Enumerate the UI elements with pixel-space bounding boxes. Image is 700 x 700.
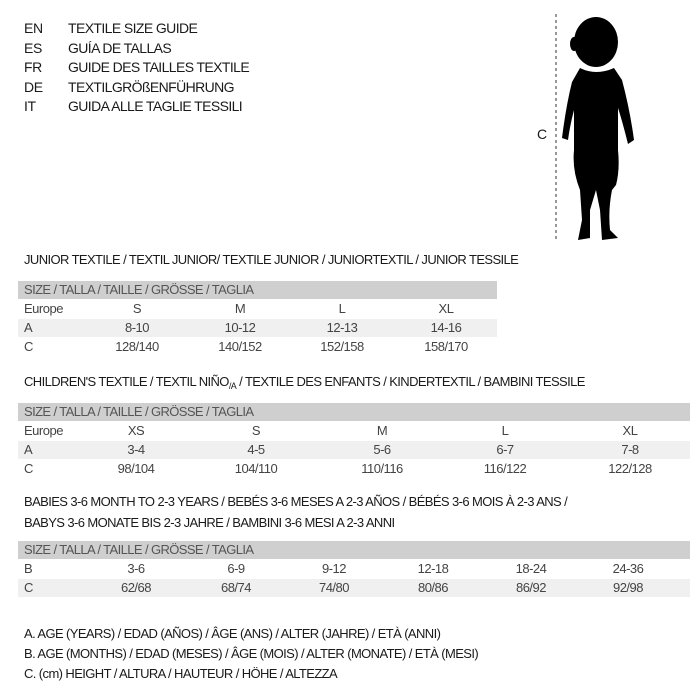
language-title: TEXTILE SIZE GUIDE xyxy=(68,20,198,36)
cell: S xyxy=(251,423,261,438)
language-title: GUÍA DE TALLAS xyxy=(68,39,172,56)
figure-height-label: C xyxy=(537,126,547,142)
table-row: C 98/104 104/110 110/116 116/122 122/128 xyxy=(18,460,690,478)
language-title: GUIDE DES TAILLES TEXTILE xyxy=(68,59,250,75)
cell: 12-18 xyxy=(417,561,449,576)
cell: 24-36 xyxy=(612,561,644,576)
cell: 10-12 xyxy=(224,320,256,335)
language-title: GUIDA ALLE TAGLIE TESSILI xyxy=(68,98,243,114)
size-header: SIZE / TALLA / TAILLE / GRÖSSE / TAGLIA xyxy=(18,403,690,421)
legend-height: C. (cm) HEIGHT / ALTURA / HAUTEUR / HÖHE… xyxy=(24,666,338,681)
babies-title-line2: BABYS 3-6 MONATE BIS 2-3 JAHRE / BAMBINI… xyxy=(24,515,395,530)
cell: 152/158 xyxy=(320,339,364,354)
cell: XL xyxy=(438,301,454,316)
cell: XS xyxy=(127,423,145,438)
cell: XL xyxy=(622,423,638,438)
cell: 140/152 xyxy=(218,339,262,354)
language-code: IT xyxy=(24,98,36,114)
cell: 98/104 xyxy=(117,461,155,476)
language-code: EN xyxy=(24,20,43,36)
language-title: TEXTILGRÖßENFÜHRUNG xyxy=(68,78,235,95)
language-code: ES xyxy=(24,39,42,56)
table-row: Europe S M L XL xyxy=(18,300,497,318)
row-label: C xyxy=(24,461,33,476)
cell: L xyxy=(338,301,346,316)
cell: 158/170 xyxy=(424,339,468,354)
table-row: B 3-6 6-9 9-12 12-18 18-24 24-36 xyxy=(18,560,690,578)
cell: 104/110 xyxy=(234,461,278,476)
children-title-main: CHILDREN'S TEXTILE / TEXTIL NIÑO xyxy=(24,374,229,389)
row-label: A xyxy=(24,320,33,335)
children-title-rest: / TEXTILE DES ENFANTS / KINDERTEXTIL / B… xyxy=(236,374,585,389)
cell: 6-9 xyxy=(227,561,245,576)
row-label: C xyxy=(24,339,33,354)
row-label: Europe xyxy=(24,423,63,438)
cell: 86/92 xyxy=(515,580,547,595)
cell: 110/116 xyxy=(361,461,403,476)
table-row: A 3-4 4-5 5-6 6-7 7-8 xyxy=(18,441,690,459)
cell: 68/74 xyxy=(220,580,252,595)
table-row: C 62/68 68/74 74/80 80/86 86/92 92/98 xyxy=(18,579,690,597)
row-label: A xyxy=(24,442,33,457)
table-row: Europe XS S M L XL xyxy=(18,422,690,440)
cell: 62/68 xyxy=(120,580,152,595)
junior-title: JUNIOR TEXTILE / TEXTIL JUNIOR/ TEXTILE … xyxy=(24,252,519,267)
cell: 3-6 xyxy=(127,561,145,576)
cell: 122/128 xyxy=(608,461,652,476)
cell: 4-5 xyxy=(247,442,265,457)
cell: M xyxy=(376,423,388,438)
baby-silhouette-icon xyxy=(555,14,634,242)
cell: 14-16 xyxy=(430,320,462,335)
cell: 128/140 xyxy=(115,339,159,354)
cell: 18-24 xyxy=(515,561,547,576)
cell: 74/80 xyxy=(318,580,350,595)
children-title-suffix: /A xyxy=(228,381,237,391)
babies-title-line1: BABIES 3-6 MONTH TO 2-3 YEARS / BEBÉS 3-… xyxy=(24,494,568,509)
cell: 6-7 xyxy=(496,442,514,457)
size-header: SIZE / TALLA / TAILLE / GRÖSSE / TAGLIA xyxy=(18,541,690,559)
language-code: DE xyxy=(24,78,43,95)
children-title: CHILDREN'S TEXTILE / TEXTIL NIÑO/A / TEX… xyxy=(24,374,585,391)
table-row: A 8-10 10-12 12-13 14-16 xyxy=(18,319,497,337)
cell: S xyxy=(132,301,142,316)
cell: 12-13 xyxy=(326,320,358,335)
cell: M xyxy=(234,301,246,316)
row-label: C xyxy=(24,580,33,595)
size-header: SIZE / TALLA / TAILLE / GRÖSSE / TAGLIA xyxy=(18,281,497,299)
cell: 116/122 xyxy=(483,461,527,476)
cell: 92/98 xyxy=(612,580,644,595)
cell: 9-12 xyxy=(321,561,347,576)
row-label: Europe xyxy=(24,301,63,316)
cell: 5-6 xyxy=(373,442,391,457)
language-code: FR xyxy=(24,59,42,75)
cell: 3-4 xyxy=(127,442,145,457)
table-row: C 128/140 140/152 152/158 158/170 xyxy=(18,338,497,356)
legend-age-years: A. AGE (YEARS) / EDAD (AÑOS) / ÂGE (ANS)… xyxy=(24,626,441,641)
legend-age-months: B. AGE (MONTHS) / EDAD (MESES) / ÂGE (MO… xyxy=(24,646,479,661)
cell: L xyxy=(501,423,509,438)
row-label: B xyxy=(24,561,33,576)
cell: 7-8 xyxy=(621,442,639,457)
cell: 8-10 xyxy=(124,320,150,335)
cell: 80/86 xyxy=(417,580,449,595)
